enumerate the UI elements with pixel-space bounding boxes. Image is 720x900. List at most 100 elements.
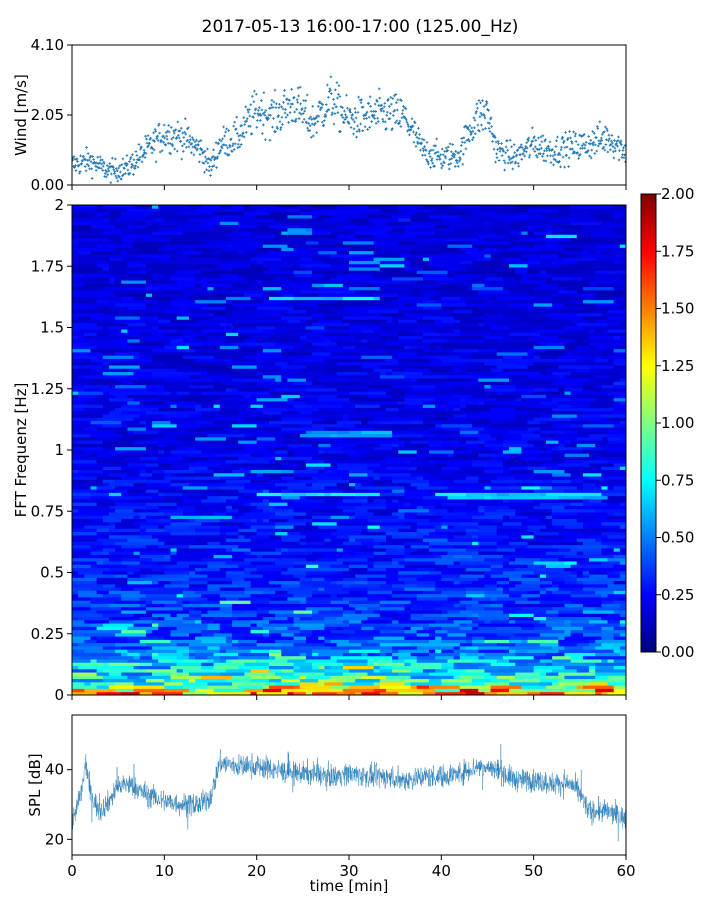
spectrogram-cell [90, 423, 104, 428]
spectrogram-cell [281, 668, 295, 673]
spectrogram-cell [385, 329, 412, 333]
wind-point [318, 100, 322, 103]
spectrogram-cell [133, 655, 141, 660]
spectrogram-cell [355, 574, 387, 578]
wind-point [255, 92, 258, 96]
spectrogram-cell [201, 329, 227, 333]
spectrogram-cell [232, 613, 258, 617]
spectrogram-cell [312, 665, 319, 670]
spectrogram-cell [619, 632, 626, 637]
spectrogram-cell [533, 570, 566, 575]
spectrogram-cell [232, 659, 258, 663]
spectrogram-cell [188, 374, 202, 379]
spectrogram-cell [570, 293, 584, 297]
spectrogram-cell [188, 365, 221, 369]
spectrogram-cell [564, 570, 572, 575]
spectrogram-cell [312, 381, 332, 386]
spectrogram-cell [465, 391, 498, 395]
spectrogram-cell [607, 309, 626, 314]
spectrogram-cell [176, 280, 209, 284]
spectrogram-cell [188, 632, 202, 637]
spectrogram-cell [287, 407, 319, 412]
spectrogram-cell [527, 423, 553, 428]
spectrogram-cell [145, 668, 178, 673]
spectrogram-cell [324, 417, 344, 421]
wind-point [322, 123, 326, 127]
spectrogram-cell [392, 443, 399, 448]
spectrogram-cell [72, 544, 92, 549]
spectrogram-cell [349, 583, 381, 588]
spectrogram-cell [472, 374, 479, 379]
spectrogram-cell [293, 636, 307, 640]
spectrogram-cell [342, 365, 362, 369]
spectrogram-cell [256, 518, 264, 523]
spectrogram-cell [367, 342, 387, 346]
spectrogram-cell [502, 564, 529, 568]
wind-point [304, 99, 307, 103]
spectrogram-cell [435, 397, 461, 402]
spectrogram-cell [453, 646, 461, 650]
wind-point [553, 150, 556, 154]
wind-point [164, 131, 168, 134]
spectrogram-cell [219, 626, 227, 631]
spectrogram-cell [441, 296, 461, 301]
spectrogram-cell [509, 551, 516, 555]
spectrogram-cell [355, 606, 369, 611]
spectrogram-cell [484, 482, 492, 487]
spectrogram-cell [558, 293, 572, 297]
spectrogram-cell [336, 505, 356, 510]
spectrogram-cell [72, 420, 92, 425]
spectrogram-cell [392, 423, 424, 428]
spectrogram-cell [416, 515, 424, 519]
spectrogram-cell [484, 590, 504, 595]
spectrogram-cell [472, 636, 486, 640]
spectrogram-cell [607, 329, 626, 333]
spectrogram-cell [472, 678, 486, 683]
wind-point [198, 153, 202, 156]
spectrogram-cell [392, 512, 405, 516]
spectrogram-cell [441, 489, 455, 493]
spectrogram-cell [250, 600, 270, 604]
wind-point [422, 149, 425, 152]
spectrogram-cell [225, 531, 239, 536]
spectrogram-cell [465, 450, 473, 454]
spectrogram-cell [490, 662, 516, 666]
wind-point [559, 165, 562, 169]
spectrogram-cell [90, 495, 110, 500]
spectrogram-cell [404, 443, 430, 448]
spectrogram-cell [521, 482, 529, 487]
wind-point [151, 138, 155, 142]
wind-point [330, 113, 334, 117]
spectrogram-cell [601, 636, 615, 640]
spectrogram-cell [139, 345, 165, 350]
spectrogram-cell [78, 410, 110, 415]
wind-point [132, 173, 135, 176]
wind-point [192, 153, 196, 157]
spectrogram-cell [392, 322, 424, 327]
spectrogram-cell [379, 335, 399, 340]
spectrogram-cell [115, 430, 128, 435]
spectrogram-cell [293, 619, 325, 624]
wind-point [584, 140, 588, 144]
spectrogram-cell [256, 567, 282, 572]
spectrogram-cell [527, 544, 553, 549]
spectrogram-cell [238, 319, 264, 323]
spectrogram-cell [601, 466, 621, 470]
spectrogram-cell [225, 678, 252, 683]
spectrogram-cell [539, 619, 566, 624]
spectrogram-cell [515, 417, 522, 421]
spectrogram-cell [349, 325, 375, 330]
spectrogram-cell [564, 286, 584, 291]
spectrogram-cell [182, 619, 196, 624]
spectrogram-cell [607, 583, 626, 588]
spectrogram-cell [182, 554, 215, 559]
spectrogram-cell [195, 525, 221, 529]
spectrogram-cell [96, 531, 122, 536]
spectrogram-cell [613, 570, 621, 575]
wind-point [516, 161, 520, 165]
wind-point [243, 120, 247, 123]
spectrogram-cell [182, 603, 202, 608]
spectrogram-cell [256, 345, 264, 350]
spectrogram-cell [145, 649, 165, 653]
wind-point [520, 158, 524, 161]
